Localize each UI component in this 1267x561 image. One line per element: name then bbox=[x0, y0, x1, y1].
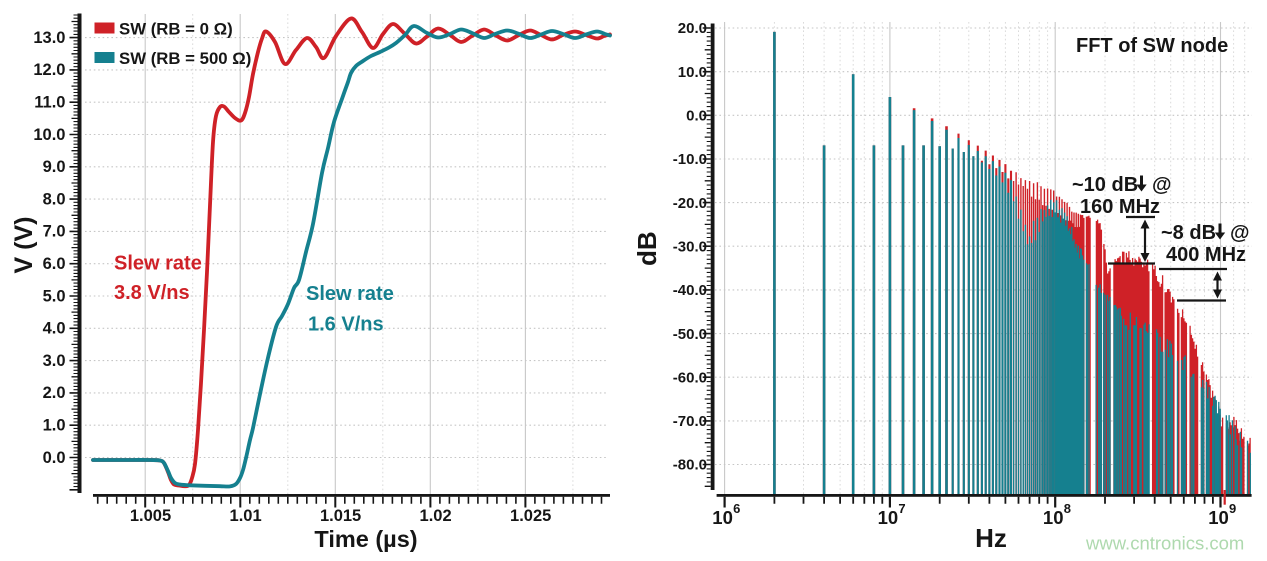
svg-text:6: 6 bbox=[733, 501, 740, 516]
svg-text:Hz: Hz bbox=[975, 523, 1007, 553]
svg-text:10.0: 10.0 bbox=[678, 64, 707, 81]
svg-text:9: 9 bbox=[1229, 501, 1236, 516]
svg-text:-30.0: -30.0 bbox=[673, 238, 707, 255]
svg-text:10: 10 bbox=[1208, 507, 1229, 528]
svg-text:1.6 V/ns: 1.6 V/ns bbox=[308, 314, 384, 336]
svg-text:7: 7 bbox=[898, 501, 905, 516]
svg-text:www.cntronics.com: www.cntronics.com bbox=[1085, 533, 1244, 554]
svg-text:dB: dB bbox=[632, 231, 662, 266]
svg-text:Slew rate: Slew rate bbox=[114, 253, 202, 275]
svg-text:-20.0: -20.0 bbox=[673, 195, 707, 212]
svg-text:-40.0: -40.0 bbox=[673, 282, 707, 299]
svg-text:-80.0: -80.0 bbox=[673, 457, 707, 474]
svg-text:7.0: 7.0 bbox=[43, 223, 66, 241]
svg-text:10: 10 bbox=[1043, 507, 1064, 528]
svg-text:0.0: 0.0 bbox=[43, 449, 66, 467]
svg-text:8: 8 bbox=[1064, 501, 1071, 516]
svg-text:1.015: 1.015 bbox=[320, 507, 361, 525]
svg-text:-10.0: -10.0 bbox=[673, 151, 707, 168]
svg-text:1.01: 1.01 bbox=[230, 507, 262, 525]
svg-text:0.0: 0.0 bbox=[686, 108, 707, 125]
svg-text:1.025: 1.025 bbox=[510, 507, 551, 525]
svg-text:~10 dB: ~10 dB bbox=[1072, 174, 1138, 196]
svg-text:10: 10 bbox=[712, 507, 733, 528]
svg-text:@: @ bbox=[1230, 222, 1250, 244]
svg-text:10: 10 bbox=[878, 507, 899, 528]
svg-text:-60.0: -60.0 bbox=[673, 369, 707, 386]
svg-text:5.0: 5.0 bbox=[43, 287, 66, 305]
svg-text:FFT of SW node: FFT of SW node bbox=[1076, 35, 1228, 57]
svg-text:3.0: 3.0 bbox=[43, 352, 66, 370]
svg-text:400 MHz: 400 MHz bbox=[1166, 244, 1246, 266]
svg-text:11.0: 11.0 bbox=[34, 94, 65, 112]
svg-text:Slew rate: Slew rate bbox=[306, 283, 394, 305]
svg-text:1.02: 1.02 bbox=[420, 507, 452, 525]
svg-text:-70.0: -70.0 bbox=[673, 413, 707, 430]
svg-text:160 MHz: 160 MHz bbox=[1080, 196, 1160, 218]
svg-text:@: @ bbox=[1152, 174, 1172, 196]
svg-text:-50.0: -50.0 bbox=[673, 326, 707, 343]
svg-text:10.0: 10.0 bbox=[33, 126, 65, 144]
svg-text:2.0: 2.0 bbox=[43, 384, 66, 402]
svg-text:SW (RB = 0 Ω): SW (RB = 0 Ω) bbox=[119, 20, 233, 39]
svg-text:1.0: 1.0 bbox=[43, 417, 66, 435]
svg-text:~8 dB: ~8 dB bbox=[1161, 222, 1216, 244]
svg-text:4.0: 4.0 bbox=[43, 320, 66, 338]
svg-text:20.0: 20.0 bbox=[678, 20, 707, 37]
svg-text:6.0: 6.0 bbox=[43, 255, 66, 273]
svg-text:3.8 V/ns: 3.8 V/ns bbox=[114, 282, 190, 304]
svg-text:9.0: 9.0 bbox=[43, 158, 66, 176]
svg-text:V (V): V (V) bbox=[10, 217, 38, 274]
svg-text:Time (µs): Time (µs) bbox=[314, 526, 417, 552]
svg-text:SW (RB = 500 Ω): SW (RB = 500 Ω) bbox=[119, 49, 251, 68]
svg-text:13.0: 13.0 bbox=[33, 29, 65, 47]
svg-text:1.005: 1.005 bbox=[130, 507, 171, 525]
svg-text:8.0: 8.0 bbox=[43, 190, 66, 208]
svg-text:12.0: 12.0 bbox=[33, 61, 65, 79]
